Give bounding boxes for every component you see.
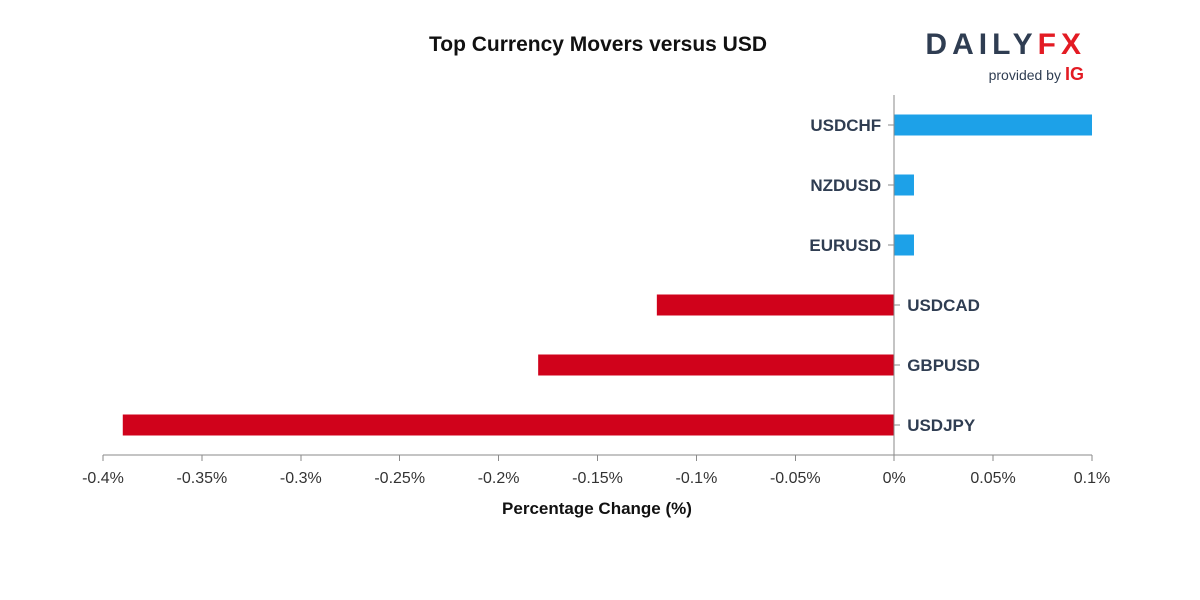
x-tick-label: 0% [883,470,906,487]
brand-name: DAILYFX [925,28,1086,62]
category-label-eurusd: EURUSD [809,236,881,255]
bar-eurusd [894,234,914,256]
x-tick-label: -0.4% [82,470,124,487]
x-tick-label: -0.35% [177,470,228,487]
bar-usdjpy [122,414,895,436]
bar-nzdusd [894,174,914,196]
brand-name-fx: FX [1037,28,1086,61]
x-tick-label: -0.1% [676,470,718,487]
chart-title: Top Currency Movers versus USD [428,33,768,56]
x-tick-label: -0.2% [478,470,520,487]
category-ticks-group: USDCHF NZDUSD EURUSD USDCAD GBPUSD USDJPY [809,116,980,435]
ig-logo: IG [1064,64,1084,84]
dailyfx-logo: DAILYFX provided by IG [925,28,1090,88]
bars-group [122,114,1092,436]
bar-gbpusd [538,354,895,376]
bar-usdchf [894,114,1092,136]
x-tick-label: -0.15% [572,470,623,487]
x-ticks-group: -0.4% -0.35% -0.3% -0.25% -0.2% -0.15% -0.1% -0… [82,455,1110,487]
x-tick-label: 0.1% [1074,470,1110,487]
x-tick-label: -0.3% [280,470,322,487]
brand-provided-by: provided by IG [989,64,1084,85]
bar-usdcad [656,294,895,316]
category-label-usdchf: USDCHF [810,116,881,135]
brand-name-daily: DAILY [925,28,1038,61]
x-tick-label: -0.05% [770,470,821,487]
provided-by-text: provided by [988,67,1061,83]
category-label-gbpusd: GBPUSD [907,356,980,375]
category-label-usdjpy: USDJPY [907,416,976,435]
x-tick-label: 0.05% [970,470,1015,487]
category-label-nzdusd: NZDUSD [810,176,881,195]
category-label-usdcad: USDCAD [907,296,980,315]
x-tick-label: -0.25% [374,470,425,487]
x-axis-label: Percentage Change (%) [502,499,692,518]
